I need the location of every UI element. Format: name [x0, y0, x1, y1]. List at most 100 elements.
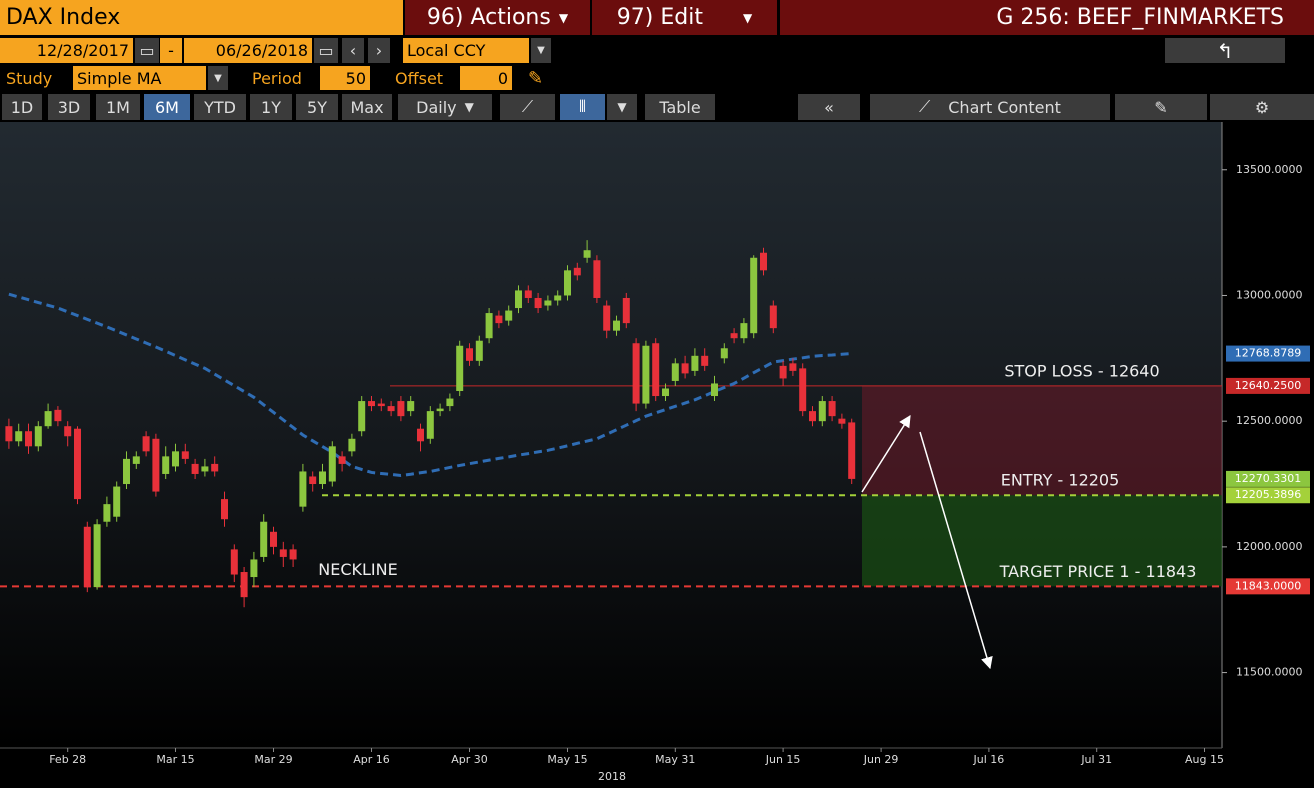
candle-body: [34, 426, 42, 447]
x-tick-label: Feb 28: [49, 753, 86, 766]
candle-body: [426, 411, 434, 439]
offset[interactable]: 0: [460, 66, 512, 90]
candle-body: [387, 406, 395, 412]
x-tick-label: Mar 15: [156, 753, 194, 766]
range-button[interactable]: 5Y: [296, 94, 338, 120]
candle-body: [446, 398, 454, 407]
level-text: ENTRY - 12205: [1001, 471, 1120, 490]
dropdown-icon[interactable]: ▼: [531, 38, 551, 63]
date-separator: -: [160, 38, 182, 63]
candle-body: [848, 422, 856, 479]
candle-body: [436, 408, 444, 412]
candle-body: [289, 549, 297, 560]
candle-body: [260, 521, 268, 557]
candle-body: [397, 401, 405, 417]
x-tick-label: May 31: [655, 753, 695, 766]
price-tag-label: 12640.2500: [1235, 379, 1301, 392]
candle-body: [632, 343, 640, 404]
candle-body: [348, 438, 356, 452]
y-tick-label: 12000.0000: [1236, 540, 1302, 553]
candle-body: [230, 549, 238, 575]
candle-body: [15, 431, 23, 442]
candle-body: [662, 388, 669, 397]
candle-body: [769, 305, 777, 329]
chart: 11500.0000 12000.0000 12500.0000 13000.0000…: [0, 122, 1310, 783]
price-tag: [1226, 470, 1310, 487]
candle-body: [593, 260, 601, 298]
candle-body: [622, 297, 630, 324]
range-button[interactable]: 1D: [2, 94, 42, 120]
page-title: G 256: BEEF_FINMARKETS: [780, 0, 1314, 35]
candle-body: [279, 549, 287, 557]
price-tag: [1226, 377, 1310, 394]
price-tag: [1226, 345, 1310, 362]
actions-text: 96) Actions: [426, 5, 551, 30]
chart-content-button[interactable]: ⟋ Chart Content: [870, 94, 1110, 120]
candle-body: [613, 320, 620, 331]
edit-menu[interactable]: 97) Edit ▼: [592, 0, 777, 35]
range-button[interactable]: 1M: [96, 94, 140, 120]
back-button[interactable]: ↰: [1165, 38, 1285, 63]
dropdown-icon[interactable]: ▼: [208, 66, 228, 90]
offset-label: Offset: [395, 68, 444, 88]
x-axis-year: 2018: [598, 770, 626, 783]
security[interactable]: DAX Index: [0, 0, 403, 35]
candle-body: [83, 526, 91, 588]
candle-body: [74, 428, 81, 500]
range-button[interactable]: 6M: [144, 94, 190, 120]
settings-icon[interactable]: ⚙: [1210, 94, 1314, 120]
candle-body: [123, 458, 130, 485]
down-arrow: [919, 431, 993, 670]
frequency[interactable]: Daily ▼: [398, 94, 492, 120]
calendar-icon[interactable]: ▭: [135, 38, 159, 63]
study[interactable]: Simple MA: [73, 66, 206, 90]
x-tick-label: May 15: [547, 753, 587, 766]
candle-body: [162, 456, 170, 474]
table-button[interactable]: Table: [645, 94, 715, 120]
candle-body: [64, 426, 72, 437]
candle-body: [377, 403, 385, 407]
range-button[interactable]: 1Y: [250, 94, 292, 120]
candle-body: [456, 345, 464, 392]
chart-content-text: Chart Content: [948, 97, 1061, 117]
candle-body: [299, 471, 307, 507]
candle-body: [54, 409, 62, 422]
candle-icon[interactable]: ⫴: [560, 94, 605, 120]
x-tick-label: Aug 15: [1185, 753, 1224, 766]
candle-body: [309, 476, 317, 485]
x-tick-label: Jul 31: [1080, 753, 1112, 766]
candle-body: [730, 333, 738, 339]
candle-body: [838, 418, 846, 424]
collapse-button[interactable]: «: [798, 94, 860, 120]
candle-body: [524, 290, 532, 298]
candle-body: [681, 363, 689, 374]
prev-button[interactable]: ‹: [342, 38, 364, 63]
dropdown-icon[interactable]: ▼: [607, 94, 637, 120]
range-button[interactable]: YTD: [194, 94, 246, 120]
candle-body: [564, 270, 571, 296]
candle-body: [642, 345, 650, 404]
up-arrow: [861, 414, 911, 493]
candle-body: [250, 559, 258, 578]
range-button[interactable]: 3D: [48, 94, 90, 120]
end-date[interactable]: 06/26/2018: [184, 38, 312, 63]
start-date[interactable]: 12/28/2017: [0, 38, 133, 63]
candle-body: [671, 363, 679, 381]
candle-body: [701, 355, 709, 366]
candle-body: [319, 471, 326, 485]
currency[interactable]: Local CCY: [403, 38, 529, 63]
calendar-icon[interactable]: ▭: [314, 38, 338, 63]
pencil-icon[interactable]: ✎: [528, 67, 544, 89]
neckline-label: NECKLINE: [318, 560, 397, 579]
range-button[interactable]: Max: [342, 94, 392, 120]
next-button[interactable]: ›: [368, 38, 390, 63]
period[interactable]: 50: [320, 66, 370, 90]
annotate-icon[interactable]: ✎: [1115, 94, 1207, 120]
line-chart-icon[interactable]: ⟋: [500, 94, 555, 120]
actions-menu[interactable]: 96) Actions ▼: [405, 0, 590, 35]
x-tick-label: Jun 29: [863, 753, 899, 766]
candle-body: [5, 426, 13, 442]
candle-body: [652, 343, 660, 397]
candle-body: [25, 431, 32, 447]
